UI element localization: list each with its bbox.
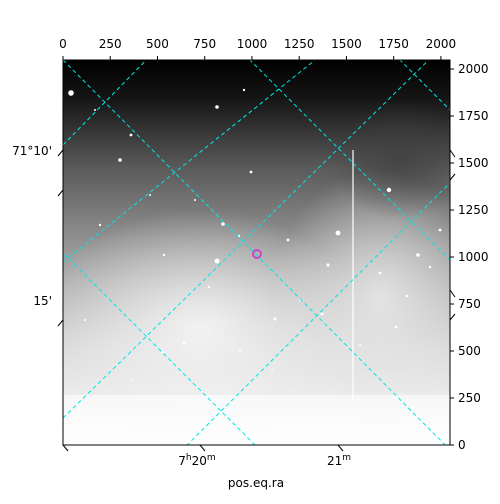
bottom-tick: [199, 444, 206, 452]
bottom-tick: [62, 444, 69, 452]
stars: [68, 88, 442, 381]
right-tick-label: 1500: [458, 156, 489, 170]
grid-line: [63, 60, 446, 445]
star: [386, 187, 392, 193]
target-marker: [252, 249, 262, 259]
star: [84, 319, 86, 321]
star: [249, 170, 253, 174]
star: [98, 223, 102, 227]
dark-region-right: [330, 100, 450, 220]
right-wcs-tick: [449, 173, 456, 181]
top-tick-label: 1250: [284, 37, 315, 51]
star: [214, 258, 220, 264]
star: [131, 379, 133, 381]
star: [94, 109, 96, 111]
grid-line: [63, 60, 430, 419]
top-axis: 0 250 500 750 1000 1250 1500 1750 2000: [59, 37, 456, 60]
star: [238, 348, 242, 352]
star: [286, 238, 290, 242]
left-tick-label-15m: 15': [33, 294, 52, 308]
star: [207, 285, 211, 289]
grid-line: [63, 252, 256, 445]
star: [359, 344, 361, 346]
star: [428, 265, 432, 269]
star: [335, 230, 341, 236]
bottom-tick-label-7h20m: 7h20m: [178, 453, 215, 468]
star: [273, 317, 277, 321]
right-tick-label: 750: [458, 297, 481, 311]
x-axis-label: pos.eq.ra: [228, 476, 284, 490]
left-tick: [57, 149, 64, 157]
grid-line: [399, 60, 450, 111]
top-tick-label: 0: [59, 37, 67, 51]
right-wcs-tick: [449, 149, 456, 158]
right-tick-label: 1750: [458, 109, 489, 123]
bottom-fade: [63, 395, 450, 445]
right-axis: 0 250 500 750 1000 1250 1500 1750 2000: [449, 62, 489, 452]
right-tick-label: 500: [458, 344, 481, 358]
star: [118, 158, 122, 162]
top-tick-label: 1750: [378, 37, 409, 51]
top-tick-label: 500: [146, 37, 169, 51]
star: [438, 228, 442, 232]
star: [416, 253, 420, 257]
star: [68, 90, 74, 96]
grid-line: [249, 60, 450, 261]
bottom-tick-label-21m: 21m: [327, 453, 351, 468]
star: [182, 341, 186, 345]
top-tick-label: 250: [99, 37, 122, 51]
star: [242, 88, 246, 92]
left-tick: [57, 189, 64, 197]
right-tick-label: 0: [458, 438, 466, 452]
star: [271, 369, 273, 371]
top-tick-label: 2000: [426, 37, 457, 51]
right-tick-label: 1250: [458, 203, 489, 217]
right-wcs-tick: [449, 313, 456, 321]
star: [378, 271, 382, 275]
right-tick-label: 250: [458, 391, 481, 405]
grid-line: [186, 182, 450, 445]
plot-frame: [62, 59, 451, 446]
bottom-axis: 7h20m 21m: [62, 444, 351, 468]
top-tick-label: 1000: [237, 37, 268, 51]
top-tick-label: 750: [193, 37, 216, 51]
star: [194, 199, 196, 201]
right-wcs-tick: [449, 289, 456, 298]
star: [215, 105, 219, 109]
star: [394, 325, 398, 329]
bright-region-right: [270, 170, 450, 430]
star: [405, 294, 409, 298]
star: [162, 253, 166, 257]
star: [320, 312, 324, 316]
right-tick-label: 1000: [458, 250, 489, 264]
bottom-tick: [337, 444, 344, 452]
grid-line: [63, 60, 147, 146]
top-tick-label: 1500: [331, 37, 362, 51]
star: [149, 194, 151, 196]
star: [161, 350, 165, 354]
left-tick: [57, 319, 64, 327]
star: [129, 133, 133, 137]
left-axis: 71°10' 15': [12, 144, 64, 327]
left-tick-label-71d10m: 71°10': [12, 144, 52, 158]
star: [326, 263, 330, 267]
right-tick-label: 2000: [458, 62, 489, 76]
star: [221, 222, 225, 226]
